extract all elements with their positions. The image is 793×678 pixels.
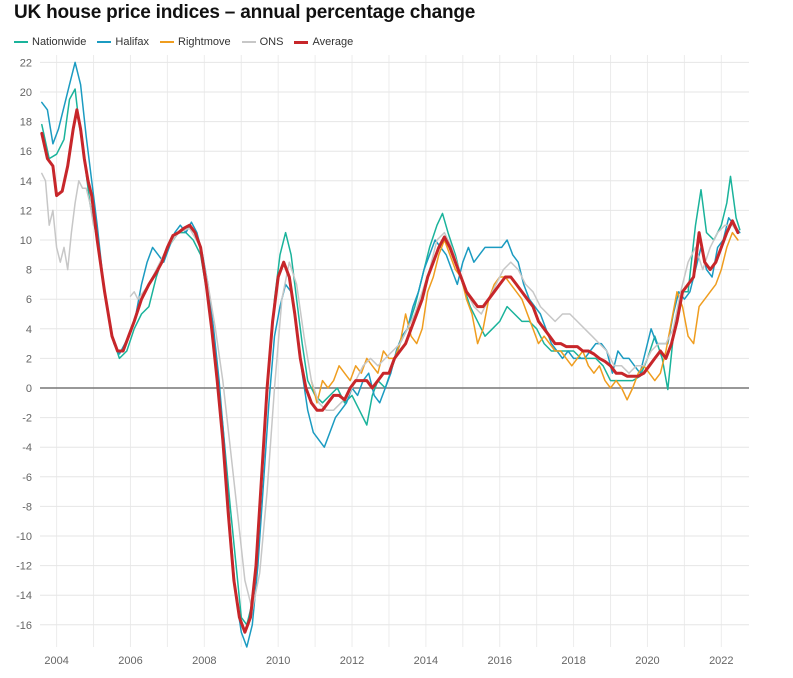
y-tick-label: -10	[16, 531, 32, 543]
y-tick-label: 12	[20, 205, 32, 217]
x-tick-label: 2018	[561, 655, 585, 667]
y-tick-label: 4	[26, 324, 32, 336]
legend-item-ons[interactable]: ONS	[241, 36, 284, 48]
legend-item-nationwide[interactable]: Nationwide	[14, 36, 86, 48]
legend-swatch-ons	[241, 41, 256, 43]
legend-label-nationwide: Nationwide	[32, 36, 87, 48]
y-tick-label: 20	[20, 87, 32, 99]
legend-swatch-nationwide	[14, 41, 28, 43]
legend-label-halifax: Halifax	[115, 36, 150, 48]
series-line-halifax	[41, 61, 741, 648]
x-tick-label: 2006	[118, 655, 142, 667]
x-tick-label: 2022	[709, 655, 733, 667]
x-tick-label: 2008	[192, 655, 216, 667]
legend-item-rightmove[interactable]: Rightmove	[160, 36, 231, 48]
y-tick-label: -6	[22, 472, 32, 484]
series-line-nationwide	[41, 88, 741, 626]
chart-title: UK house price indices – annual percenta…	[14, 2, 476, 23]
legend-swatch-halifax	[97, 41, 112, 43]
chart-legend: Nationwide Halifax Rightmove ONS Average	[14, 36, 364, 48]
x-tick-label: 2012	[340, 655, 364, 667]
y-tick-label: -16	[16, 620, 32, 632]
series-line-rightmove	[310, 231, 739, 404]
y-tick-label: 10	[20, 235, 32, 247]
y-tick-label: -12	[16, 561, 32, 573]
y-tick-label: -8	[22, 501, 32, 513]
y-tick-label: 18	[20, 117, 32, 129]
y-tick-label: 8	[26, 265, 32, 277]
x-tick-label: 2016	[488, 655, 512, 667]
y-tick-label: -14	[16, 590, 32, 602]
y-tick-label: 22	[20, 57, 32, 69]
x-tick-label: 2020	[635, 655, 659, 667]
y-tick-label: 6	[26, 294, 32, 306]
legend-item-halifax[interactable]: Halifax	[97, 36, 149, 48]
x-tick-label: 2010	[266, 655, 290, 667]
y-tick-label: 14	[20, 176, 32, 188]
legend-label-ons: ONS	[259, 36, 284, 48]
x-tick-label: 2004	[44, 655, 68, 667]
series-lines	[40, 61, 741, 648]
series-line-ons	[41, 172, 95, 271]
series-line-average	[40, 108, 740, 634]
grid-lines	[40, 55, 749, 647]
y-tick-label: 2	[26, 353, 32, 365]
y-tick-label: 0	[26, 383, 32, 395]
y-tick-label: -2	[22, 413, 32, 425]
legend-item-average[interactable]: Average	[294, 36, 353, 48]
legend-swatch-average	[294, 40, 309, 44]
legend-label-average: Average	[312, 36, 354, 48]
series-line-ons	[129, 224, 739, 611]
legend-label-rightmove: Rightmove	[178, 36, 231, 48]
y-tick-label: -4	[22, 442, 32, 454]
y-tick-label: 16	[20, 146, 32, 158]
x-tick-label: 2014	[414, 655, 438, 667]
x-axis-ticks: 2004 2006 2008 2010 2012 2014 2016 2018 2020 2022	[44, 655, 733, 667]
legend-swatch-rightmove	[160, 41, 175, 43]
